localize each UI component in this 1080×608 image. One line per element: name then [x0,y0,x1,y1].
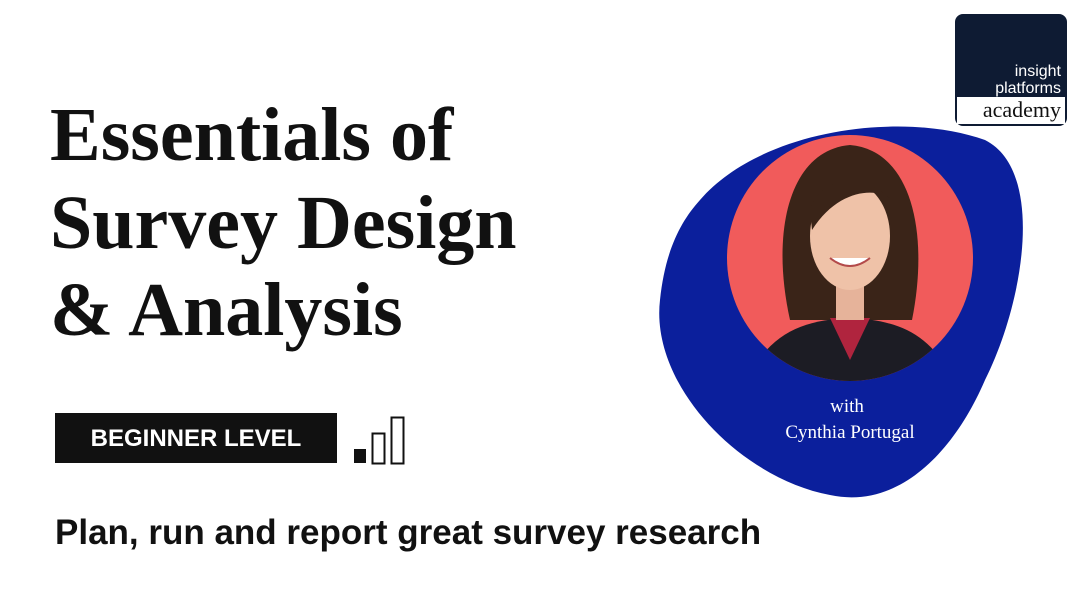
presenter-name: Cynthia Portugal [785,422,914,443]
level-bar [371,432,386,465]
level-bar [354,449,366,463]
smile [829,257,871,267]
title-line: Essentials of [50,93,455,177]
title-line: & Analysis [50,268,403,352]
tagline: Plan, run and report great survey resear… [55,513,761,552]
level-icon [354,416,405,465]
logo-highlight [957,97,1065,124]
logo-text: insight [1015,63,1062,80]
logo-highlight-text: academy [983,97,1061,122]
level-badge [55,413,337,463]
logo-text: platforms [995,80,1061,97]
level-bar [390,416,405,465]
fringe [810,181,892,230]
level-badge-text: BEGINNER LEVEL [91,425,302,452]
title-line: Survey Design [50,181,517,265]
face [810,182,890,290]
logo: insight platforms academy [955,14,1067,126]
presenter-prefix: with [830,396,864,417]
top [830,318,870,360]
